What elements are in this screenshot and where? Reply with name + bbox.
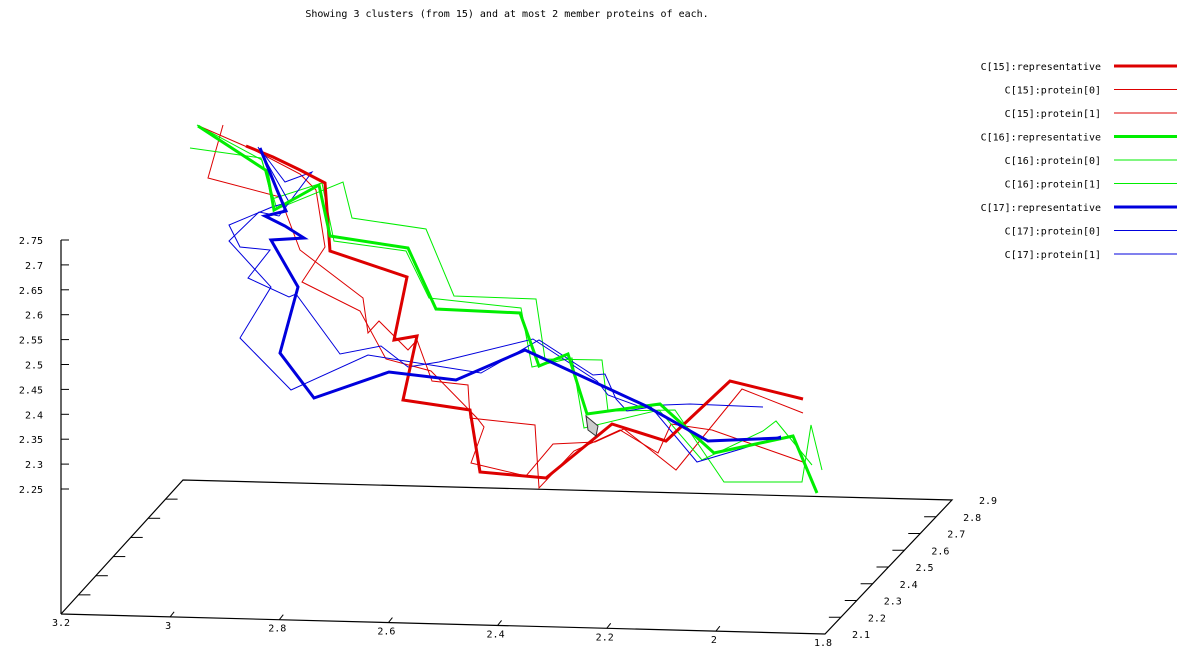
x-axis-tick <box>606 622 612 629</box>
legend-label: C[15]:representative <box>981 62 1101 73</box>
series-group <box>189 124 823 494</box>
x-axis-tick <box>388 617 393 623</box>
legend-label: C[17]:representative <box>981 203 1101 214</box>
series-line-c-15-representative <box>245 144 804 480</box>
series-line-c-17-protein-0- <box>228 146 764 408</box>
series-line-c-16-protein-0- <box>189 147 823 483</box>
x-axis-tick-label: 3.2 <box>52 618 70 629</box>
series-line-c-17-protein-1- <box>228 148 782 463</box>
z-axis-tick-label: 2.6 <box>25 311 43 322</box>
legend-label: C[15]:protein[0] <box>1005 86 1101 97</box>
series-line-c-16-protein-1- <box>196 124 813 466</box>
series-line-c-15-protein-0- <box>207 124 804 490</box>
z-axis-tick-label: 2.65 <box>19 286 43 297</box>
legend-label: C[16]:protein[0] <box>1005 156 1101 167</box>
z-axis-tick-label: 2.5 <box>25 361 43 372</box>
x-axis-tick-label: 1.8 <box>814 638 832 649</box>
x-axis-tick-label: 2.8 <box>268 624 286 635</box>
z-axis-tick-label: 2.55 <box>19 336 43 347</box>
axes-group <box>60 239 954 635</box>
legend-label: C[16]:protein[1] <box>1005 180 1101 191</box>
legend-label: C[16]:representative <box>981 133 1101 144</box>
tick-labels-group: 2.25 2.3 2.35 2.4 2.45 2.5 2.55 2.6 2.65 2.7 2.75 3… <box>19 236 997 649</box>
series-line-c-17-representative <box>258 147 782 443</box>
z-axis-tick-label: 2.75 <box>19 236 43 247</box>
y-axis-tick-label: 2.7 <box>947 530 965 541</box>
surface-marker <box>585 414 599 437</box>
legend-group: C[15]:representative C[15]:protein[0] C[15… <box>981 62 1177 261</box>
z-axis-tick-label: 2.3 <box>25 460 43 471</box>
y-axis-tick-label: 2.5 <box>916 563 934 574</box>
y-axis-tick-label: 2.3 <box>884 597 902 608</box>
x-axis-tick-label: 2.2 <box>596 632 614 643</box>
base-plane <box>60 479 954 635</box>
x-axis-tick-label: 2.4 <box>487 629 505 640</box>
z-axis-tick-label: 2.25 <box>19 485 43 496</box>
x-axis-tick <box>715 625 721 632</box>
x-axis-tick-label: 3 <box>165 621 171 632</box>
x-axis-tick <box>169 611 175 618</box>
z-axis-tick-label: 2.7 <box>25 261 43 272</box>
z-axis-tick-label: 2.45 <box>19 385 43 396</box>
chart-title: Showing 3 clusters (from 15) and at most… <box>305 9 709 20</box>
y-axis-tick-label: 2.4 <box>900 580 918 591</box>
z-axis-tick-label: 2.35 <box>19 435 43 446</box>
x-axis-tick-label: 2 <box>711 635 717 646</box>
y-axis-tick-label: 2.8 <box>963 513 981 524</box>
x-axis-tick <box>497 620 502 626</box>
legend-label: C[17]:protein[1] <box>1005 250 1101 261</box>
legend-label: C[17]:protein[0] <box>1005 227 1101 238</box>
z-axis-tick-label: 2.4 <box>25 410 43 421</box>
series-line-c-16-representative <box>197 124 819 494</box>
y-axis-tick-label: 2.6 <box>931 546 949 557</box>
y-axis-tick-label: 2.9 <box>979 496 997 507</box>
y-axis-tick-label: 2.1 <box>852 630 870 641</box>
y-axis-tick-label: 2.2 <box>868 613 886 624</box>
series-line-c-15-protein-1- <box>198 125 804 477</box>
x-axis-tick <box>278 614 284 621</box>
legend-label: C[15]:protein[1] <box>1005 109 1101 120</box>
x-axis-tick-label: 2.6 <box>377 627 395 638</box>
